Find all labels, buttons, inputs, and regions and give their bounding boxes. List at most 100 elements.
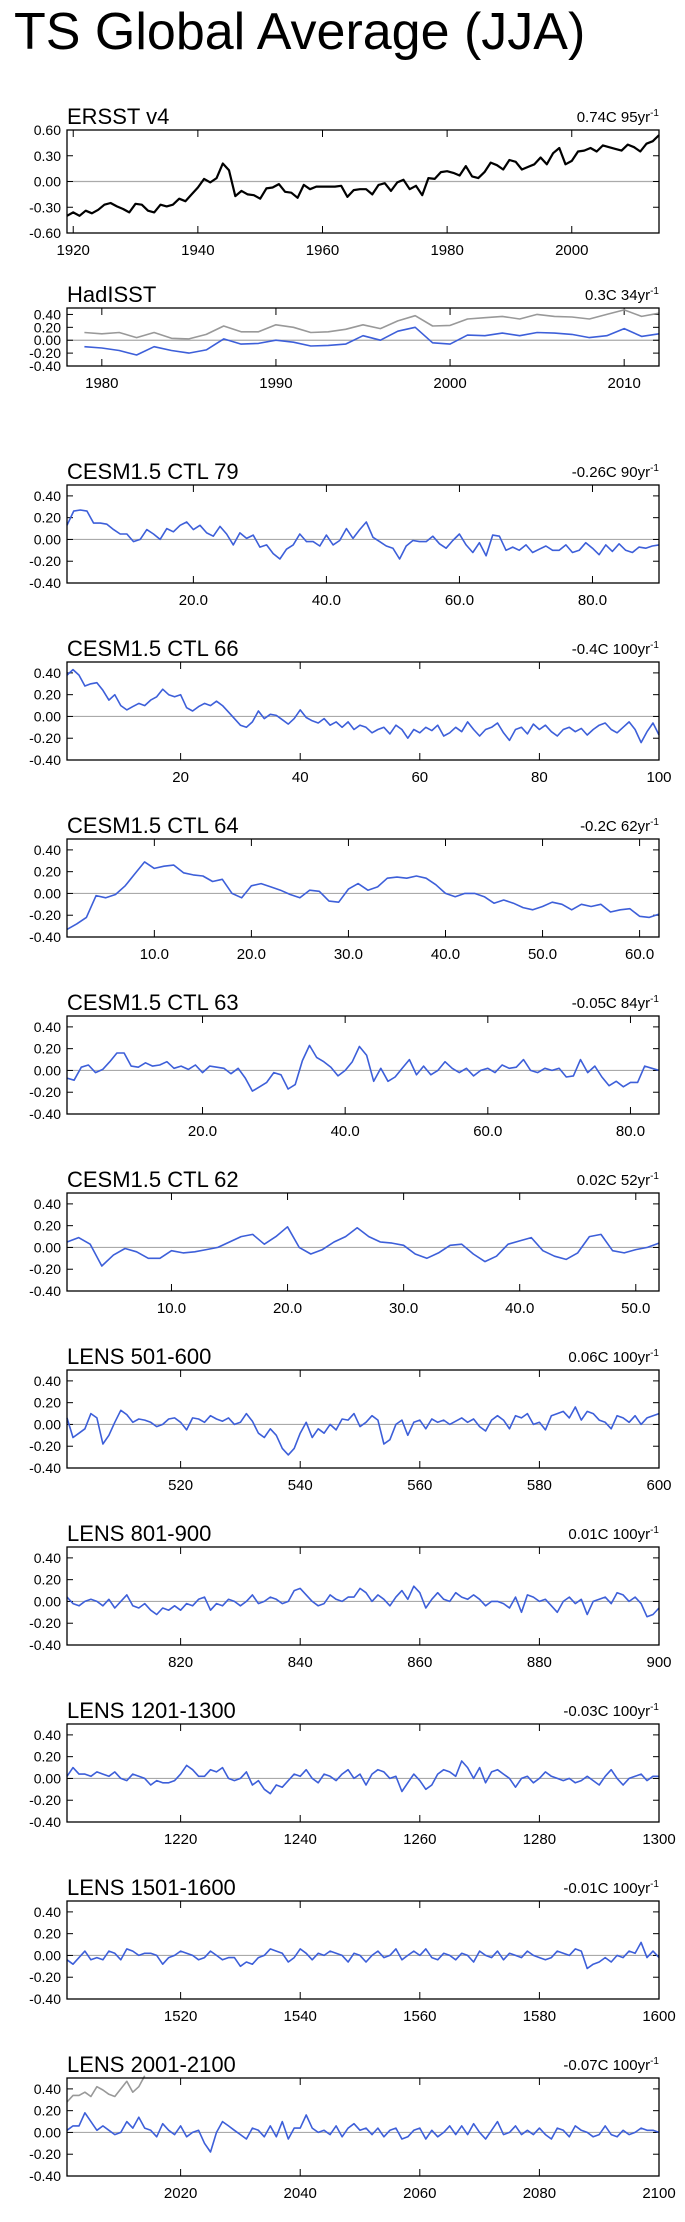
y-tick-label: -0.60 (29, 225, 61, 241)
x-tick-label: 1240 (284, 1831, 317, 1848)
x-tick-label: 100 (646, 769, 671, 786)
y-tick-label: -0.40 (29, 1814, 61, 1830)
x-tick-label: 1940 (181, 242, 214, 259)
x-tick-label: 840 (288, 1654, 313, 1671)
y-tick-label: -0.40 (29, 1106, 61, 1122)
trend-annotation: -0.07C 100yr-1 (563, 2056, 659, 2074)
axes-frame (66, 1723, 660, 1823)
x-tick-label: 1580 (523, 2008, 556, 2025)
chart-panel: CESM1.5 CTL 66 -0.4C 100yr-1 -0.40 -0.20 0.0… (29, 636, 671, 786)
y-tick-label: -0.20 (29, 730, 61, 746)
trend-annotation-superscript: -1 (650, 108, 659, 119)
x-tick-label: 580 (527, 1477, 552, 1494)
x-tick-label: 1960 (306, 242, 339, 259)
x-tick-label: 880 (527, 1654, 552, 1671)
trend-annotation-superscript: -1 (650, 1171, 659, 1182)
y-tick-label: -0.20 (29, 2146, 61, 2162)
y-tick-label: -0.20 (29, 1261, 61, 1277)
y-tick-label: 0.00 (34, 708, 61, 724)
y-tick-label: -0.20 (29, 1615, 61, 1631)
x-tick-label: 1260 (403, 1831, 436, 1848)
y-tick-label: 0.00 (34, 1062, 61, 1078)
x-tick-label: 1980 (85, 375, 118, 392)
x-tick-label: 2040 (284, 2185, 317, 2202)
panel-title: CESM1.5 CTL 66 (67, 636, 239, 661)
trend-annotation: -0.01C 100yr-1 (563, 1879, 659, 1897)
y-tick-label: 0.40 (34, 488, 61, 504)
series-line (66, 861, 660, 931)
chart-panel: LENS 501-600 0.06C 100yr-1 -0.40 -0.20 0.00 0… (29, 1344, 671, 1494)
series-line (66, 1585, 660, 1618)
axes-frame (66, 2077, 660, 2177)
x-tick-label: 600 (646, 1477, 671, 1494)
y-tick-label: -0.20 (29, 907, 61, 923)
y-tick-label: -0.30 (29, 199, 61, 215)
panel-title: ERSST v4 (67, 104, 169, 129)
x-tick-label: 2100 (642, 2185, 675, 2202)
x-tick-label: 40.0 (505, 1300, 534, 1317)
trend-annotation: -0.03C 100yr-1 (563, 1702, 659, 1720)
y-tick-label: 0.00 (34, 1947, 61, 1963)
x-tick-label: 1220 (164, 1831, 197, 1848)
x-tick-label: 60.0 (625, 946, 654, 963)
series-line (66, 1760, 659, 1795)
series-line (66, 1941, 660, 1970)
axes-frame (66, 307, 660, 367)
x-tick-label: 1920 (57, 242, 90, 259)
y-tick-label: -0.40 (29, 1991, 61, 2007)
panel-title: CESM1.5 CTL 62 (67, 1167, 239, 1192)
trend-annotation: -0.26C 90yr-1 (572, 463, 660, 481)
x-tick-label: 60.0 (445, 592, 474, 609)
axes-frame (66, 1369, 660, 1469)
y-tick-label: -0.40 (29, 358, 61, 374)
trend-annotation: 0.06C 100yr-1 (568, 1348, 659, 1366)
trend-annotation-superscript: -1 (650, 463, 659, 474)
y-tick-label: -0.40 (29, 752, 61, 768)
trend-annotation: 0.01C 100yr-1 (568, 1525, 659, 1543)
x-tick-label: 820 (168, 1654, 193, 1671)
x-tick-label: 1520 (164, 2008, 197, 2025)
x-tick-label: 1600 (642, 2008, 675, 2025)
chart-panel: ERSST v4 0.74C 95yr-1 -0.60 -0.30 0.00 0.30 0.… (29, 104, 660, 259)
chart-panel: CESM1.5 CTL 64 -0.2C 62yr-1 -0.40 -0.20 0.00… (29, 813, 660, 963)
y-tick-label: 0.40 (34, 2081, 61, 2097)
x-tick-label: 20.0 (237, 946, 266, 963)
x-tick-label: 30.0 (389, 1300, 418, 1317)
x-tick-label: 2000 (433, 375, 466, 392)
panel-title: HadISST (67, 282, 156, 307)
panel-title: LENS 1201-1300 (67, 1698, 236, 1723)
series-line (84, 309, 660, 340)
series-line (66, 2075, 146, 2103)
y-tick-label: 0.00 (34, 1770, 61, 1786)
y-tick-label: 0.00 (34, 174, 61, 190)
x-tick-label: 1560 (403, 2008, 436, 2025)
x-tick-label: 860 (407, 1654, 432, 1671)
y-tick-label: 0.60 (34, 122, 61, 138)
trend-annotation-superscript: -1 (650, 286, 659, 297)
trend-annotation: -0.4C 100yr-1 (572, 640, 660, 658)
axes-frame (66, 129, 660, 234)
y-tick-label: -0.40 (29, 1460, 61, 1476)
y-tick-label: 0.40 (34, 1727, 61, 1743)
trend-annotation-superscript: -1 (650, 1348, 659, 1359)
series-line (66, 1226, 660, 1267)
chart-panel: LENS 2001-2100 -0.07C 100yr-1 -0.40 -0.20 0.… (29, 2052, 676, 2202)
y-tick-label: -0.40 (29, 929, 61, 945)
chart-panel: HadISST 0.3C 34yr-1 -0.40-0.200.000.200.40… (29, 282, 660, 392)
axes-frame (66, 1546, 660, 1646)
y-tick-label: -0.40 (29, 1283, 61, 1299)
y-tick-label: 0.40 (34, 665, 61, 681)
y-tick-label: 0.40 (34, 1904, 61, 1920)
y-tick-label: 0.20 (34, 319, 61, 335)
x-tick-label: 1990 (259, 375, 292, 392)
trend-annotation-superscript: -1 (650, 817, 659, 828)
y-tick-label: -0.20 (29, 553, 61, 569)
trend-annotation-superscript: -1 (650, 1879, 659, 1890)
x-tick-label: 60.0 (473, 1123, 502, 1140)
x-tick-label: 1300 (642, 1831, 675, 1848)
series-line (84, 326, 660, 356)
trend-annotation: 0.74C 95yr-1 (577, 108, 660, 126)
panel-title: CESM1.5 CTL 64 (67, 813, 239, 838)
axes-frame (66, 661, 660, 761)
trend-annotation-superscript: -1 (650, 994, 659, 1005)
